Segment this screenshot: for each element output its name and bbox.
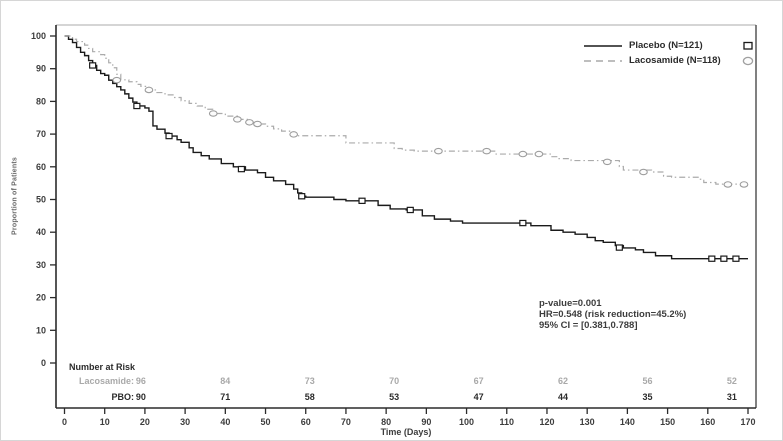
x-tick-label: 90 [421, 417, 431, 427]
censor-square-marker [708, 255, 716, 262]
censor-circle-marker [208, 110, 218, 117]
risk-count: 56 [642, 376, 653, 386]
censor-circle-marker [723, 181, 733, 188]
censor-square-marker [237, 165, 246, 173]
risk-row-lacosamide: Lacosamide: 96 84 73 70 67 62 56 52 [1, 376, 782, 388]
censor-square-marker [133, 102, 141, 110]
x-tick-label: 120 [539, 417, 554, 427]
x-tick-label: 150 [660, 417, 675, 427]
censor-square-marker [165, 132, 173, 140]
circle-marker-icon [742, 56, 754, 65]
censor-square-marker [720, 255, 728, 262]
x-axis-title: Time (Days) [380, 427, 432, 437]
risk-count: 35 [642, 392, 653, 402]
risk-count: 73 [304, 376, 315, 386]
censor-circle-marker [534, 150, 544, 158]
risk-count: 70 [389, 376, 400, 386]
censor-circle-marker [602, 158, 612, 166]
censor-square-marker [732, 255, 740, 262]
risk-count: 71 [220, 392, 231, 402]
x-tick-label: 0 [62, 417, 67, 427]
confidence-interval-text: 95% CI = [0.381,0.788] [539, 319, 638, 331]
y-tick-label: 0 [41, 358, 46, 368]
x-tick-label: 80 [381, 417, 391, 427]
placebo-curve [64, 35, 748, 260]
y-tick-label: 10 [36, 325, 46, 335]
y-tick-label: 40 [36, 227, 46, 237]
solid-line-icon [584, 44, 622, 47]
censor-circle-marker [482, 147, 492, 155]
lacosamide-curve [64, 35, 749, 185]
risk-count: 84 [220, 376, 231, 386]
y-tick-label: 100 [31, 31, 46, 41]
risk-row-label-pbo: PBO: [111, 392, 135, 402]
censor-circle-marker [639, 168, 648, 176]
censor-square-marker [89, 62, 97, 69]
censor-circle-marker [112, 76, 122, 84]
risk-count: 47 [473, 392, 484, 402]
risk-row-pbo: PBO: 90 71 58 53 47 44 35 31 [1, 392, 782, 404]
censor-circle-marker [289, 131, 299, 138]
legend: Placebo (N=121) Lacosamide (N=118) [582, 38, 755, 68]
x-tick-label: 70 [341, 417, 351, 427]
risk-count: 67 [473, 376, 484, 386]
x-tick-label: 170 [740, 417, 755, 427]
x-tick-label: 10 [100, 417, 110, 427]
square-marker-icon [743, 41, 753, 50]
risk-count: 52 [726, 376, 737, 386]
censor-circle-marker [739, 181, 749, 188]
y-tick-label: 50 [36, 195, 46, 205]
y-tick-label: 80 [36, 96, 46, 106]
x-tick-label: 110 [499, 417, 514, 427]
risk-count: 96 [135, 376, 146, 386]
risk-count: 90 [135, 392, 146, 402]
censor-circle-marker [518, 150, 528, 158]
censor-square-marker [615, 244, 623, 251]
risk-table-title: Number at Risk [69, 362, 136, 372]
censor-square-marker [298, 193, 306, 200]
x-tick-label: 130 [580, 417, 595, 427]
risk-count: 31 [726, 392, 737, 402]
censor-circle-marker [144, 86, 154, 94]
x-tick-label: 30 [180, 417, 190, 427]
censor-circle-marker [434, 147, 443, 155]
risk-count: 53 [389, 392, 400, 402]
p-value-text: p-value=0.001 [539, 298, 602, 309]
stats-annotation: p-value=0.001 HR=0.548 (risk reduction=4… [539, 298, 687, 331]
x-tick-label: 40 [220, 417, 230, 427]
x-tick-label: 20 [140, 417, 150, 427]
censor-square-marker [519, 219, 527, 227]
legend-item-placebo: Placebo (N=121) [582, 38, 755, 53]
x-tick-label: 160 [700, 417, 715, 427]
censor-square-marker [406, 206, 414, 214]
dashed-line-icon [584, 59, 622, 62]
censor-circle-marker [233, 116, 242, 123]
y-tick-label: 20 [36, 293, 46, 303]
censor-circle-marker [245, 119, 254, 126]
y-tick-label: 30 [36, 260, 46, 270]
legend-label-lacosamide: Lacosamide (N=118) [629, 55, 721, 66]
x-tick-label: 140 [620, 417, 635, 427]
censor-square-marker [358, 197, 366, 205]
censor-circle-marker [253, 120, 262, 128]
y-axis-title: Proportion of Patients [11, 157, 19, 235]
risk-count: 62 [558, 376, 569, 386]
x-tick-label: 60 [301, 417, 311, 427]
y-tick-label: 70 [36, 129, 46, 139]
risk-count: 44 [558, 392, 569, 402]
legend-item-lacosamide: Lacosamide (N=118) [582, 53, 755, 68]
risk-row-label-lacosamide: Lacosamide: [78, 376, 134, 386]
risk-count: 58 [304, 392, 315, 402]
legend-label-placebo: Placebo (N=121) [629, 40, 703, 51]
y-tick-label: 90 [36, 64, 46, 74]
y-tick-label: 60 [36, 162, 46, 172]
x-tick-label: 100 [459, 417, 474, 427]
hazard-ratio-text: HR=0.548 (risk reduction=45.2%) [539, 308, 687, 320]
x-tick-label: 50 [261, 417, 271, 427]
